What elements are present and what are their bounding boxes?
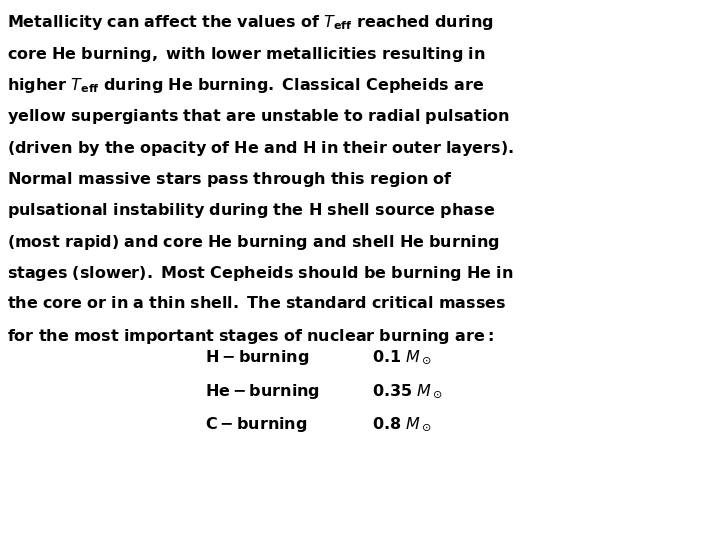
- Text: $\mathbf{~0.35}\ \mathit{M}_\odot$: $\mathbf{~0.35}\ \mathit{M}_\odot$: [367, 382, 444, 400]
- Text: $\mathbf{H-burning}$: $\mathbf{H-burning}$: [205, 348, 310, 367]
- Text: $\mathbf{C-burning}$: $\mathbf{C-burning}$: [205, 415, 307, 434]
- Text: $\mathbf{pulsational\ instability\ during\ the\ H\ shell\ source\ phase}$: $\mathbf{pulsational\ instability\ durin…: [7, 201, 495, 220]
- Text: $\mathbf{(driven\ by\ the\ opacity\ of\ He\ and\ H\ in\ their\ outer\ layers).}$: $\mathbf{(driven\ by\ the\ opacity\ of\ …: [7, 139, 514, 158]
- Text: $\mathbf{Metallicity\ can\ affect\ the\ values\ of}\ \mathit{T}_\mathbf{eff}\ \m: $\mathbf{Metallicity\ can\ affect\ the\ …: [7, 14, 494, 32]
- Text: $\mathbf{yellow\ supergiants\ that\ are\ unstable\ to\ radial\ pulsation}$: $\mathbf{yellow\ supergiants\ that\ are\…: [7, 107, 510, 126]
- Text: $\mathbf{Normal\ massive\ stars\ pass\ through\ this\ region\ of}$: $\mathbf{Normal\ massive\ stars\ pass\ t…: [7, 170, 453, 189]
- Text: $\mathbf{core\ He\ burning,\ with\ lower\ metallicities\ resulting\ in}$: $\mathbf{core\ He\ burning,\ with\ lower…: [7, 45, 486, 64]
- Text: $\mathbf{higher}\ \mathit{T}_\mathbf{eff}\ \mathbf{during\ He\ burning.\ Classic: $\mathbf{higher}\ \mathit{T}_\mathbf{eff…: [7, 76, 485, 95]
- Text: $\mathbf{He-burning}$: $\mathbf{He-burning}$: [205, 382, 320, 401]
- Text: $\mathbf{~0.8}\ \mathit{M}_\odot$: $\mathbf{~0.8}\ \mathit{M}_\odot$: [367, 415, 432, 433]
- Text: $\mathbf{~0.1}\ \mathit{M}_\odot$: $\mathbf{~0.1}\ \mathit{M}_\odot$: [367, 348, 432, 366]
- Text: $\mathbf{the\ core\ or\ in\ a\ thin\ shell.\ The\ standard\ critical\ masses}$: $\mathbf{the\ core\ or\ in\ a\ thin\ she…: [7, 295, 507, 312]
- Text: $\mathbf{(most\ rapid)\ and\ core\ He\ burning\ and\ shell\ He\ burning}$: $\mathbf{(most\ rapid)\ and\ core\ He\ b…: [7, 233, 500, 252]
- Text: $\mathbf{for\ the\ most\ important\ stages\ of\ nuclear\ burning\ are:}$: $\mathbf{for\ the\ most\ important\ stag…: [7, 327, 494, 346]
- Text: $\mathbf{stages\ (slower).\ Most\ Cepheids\ should\ be\ burning\ He\ in}$: $\mathbf{stages\ (slower).\ Most\ Cephei…: [7, 264, 513, 283]
